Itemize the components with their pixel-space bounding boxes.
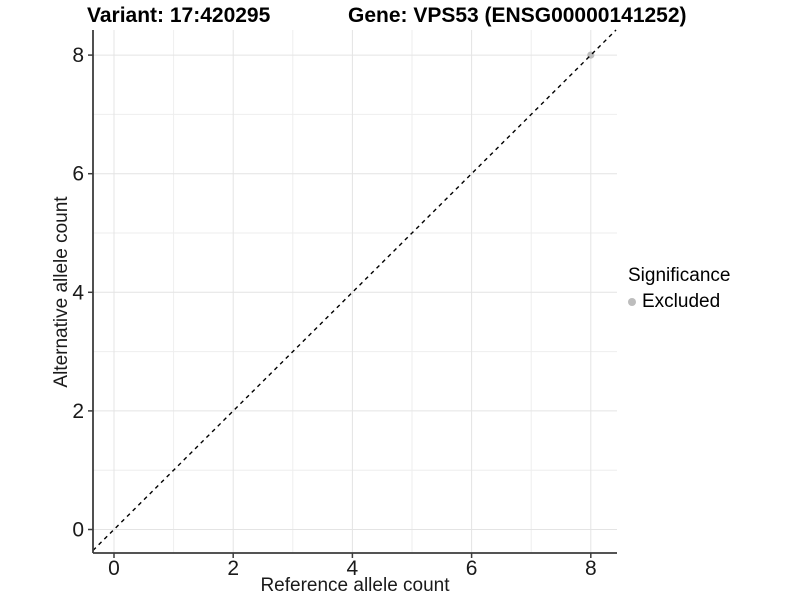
x-tick-label: 2 [227,557,239,580]
legend-title: Significance [628,265,731,286]
identity-reference-line [92,29,617,551]
x-tick-label: 6 [466,557,478,580]
legend: Significance Excluded [628,265,730,313]
y-tick-label: 2 [72,400,84,423]
x-axis-title: Reference allele count [260,575,450,596]
plot-title-variant: Variant: 17:420295 [87,4,271,27]
legend-item-excluded: Excluded [628,291,730,313]
x-tick-label: 0 [108,557,120,580]
x-tick-label: 8 [585,557,597,580]
y-tick-label: 6 [72,163,84,186]
y-tick-label: 4 [72,281,84,304]
y-axis-title: Alternative allele count [51,196,72,388]
excluded-point-icon [628,298,636,306]
x-tick-label: 4 [347,557,359,580]
plot-title-gene: Gene: VPS53 (ENSG00000141252) [348,4,687,27]
y-tick-label: 0 [72,519,84,542]
y-tick-label: 8 [72,44,84,67]
legend-item-label: Excluded [642,291,721,312]
